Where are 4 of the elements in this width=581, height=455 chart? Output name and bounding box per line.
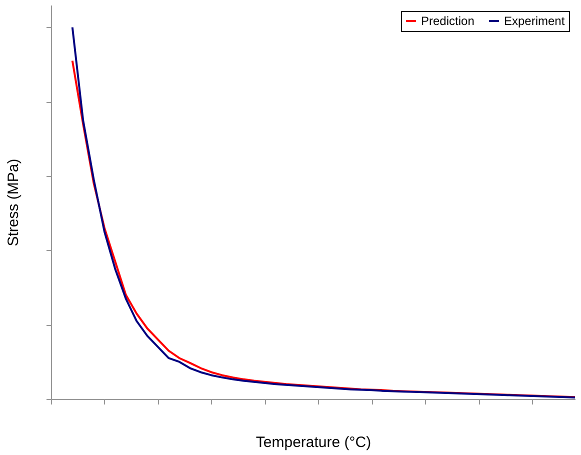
legend-label: Prediction (421, 14, 474, 28)
x-axis-title: Temperature (°C) (256, 434, 372, 451)
legend-label: Experiment (504, 14, 566, 28)
y-axis-title: Stress (MPa) (5, 158, 22, 246)
